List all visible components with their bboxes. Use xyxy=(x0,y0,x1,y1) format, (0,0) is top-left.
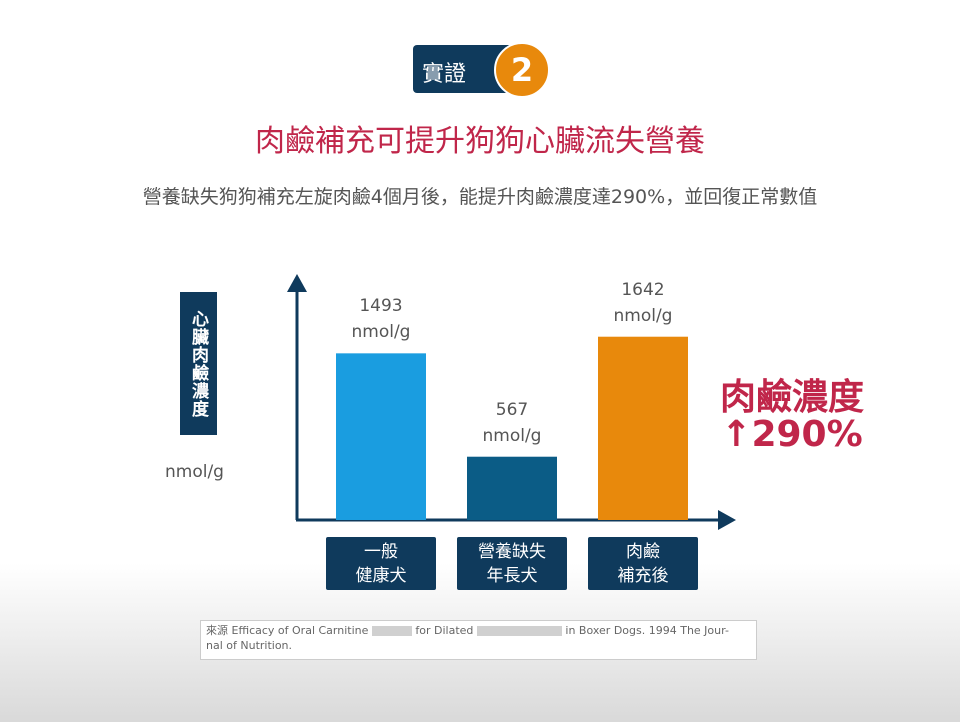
badge-number: 2 xyxy=(494,42,550,98)
bar xyxy=(467,456,557,520)
chart-title: 肉鹼補充可提升狗狗心臟流失營養 xyxy=(255,124,705,159)
y-axis-label: 心臟肉鹼濃度 xyxy=(180,292,217,435)
bar xyxy=(336,353,426,520)
bar xyxy=(598,336,688,520)
source-text: for Dilated xyxy=(415,624,474,637)
value-label: 1642 nmol/g xyxy=(613,279,673,326)
source-text: in Boxer Dogs. 1994 The Jour- nal of Nut… xyxy=(206,624,729,652)
value-label: 1493 nmol/g xyxy=(351,296,411,343)
blurred xyxy=(476,626,562,636)
x-tick-label: 營養缺失 年長犬 xyxy=(457,537,567,590)
x-tick-label: 一般 健康犬 xyxy=(326,537,436,590)
value-label: 567 nmol/g xyxy=(482,399,542,446)
badge-label: 實證 xyxy=(422,62,467,87)
y-axis-unit: nmol/g xyxy=(165,462,224,482)
source-note: 來源 Efficacy of Oral Carnitine for Dilate… xyxy=(200,620,757,660)
blurred xyxy=(371,626,412,636)
annotation: 肉鹼濃度 xyxy=(719,377,864,418)
annotation: ↑290% xyxy=(721,414,863,455)
source-text: 來源 Efficacy of Oral Carnitine xyxy=(206,624,369,637)
chart-subtitle: 營養缺失狗狗補充左旋肉鹼4個月後，能提升肉鹼濃度達290%，並回復正常數值 xyxy=(142,186,818,208)
x-axis-arrow xyxy=(718,510,736,530)
y-axis-arrow xyxy=(287,274,307,292)
x-tick-label: 肉鹼 補充後 xyxy=(588,537,698,590)
